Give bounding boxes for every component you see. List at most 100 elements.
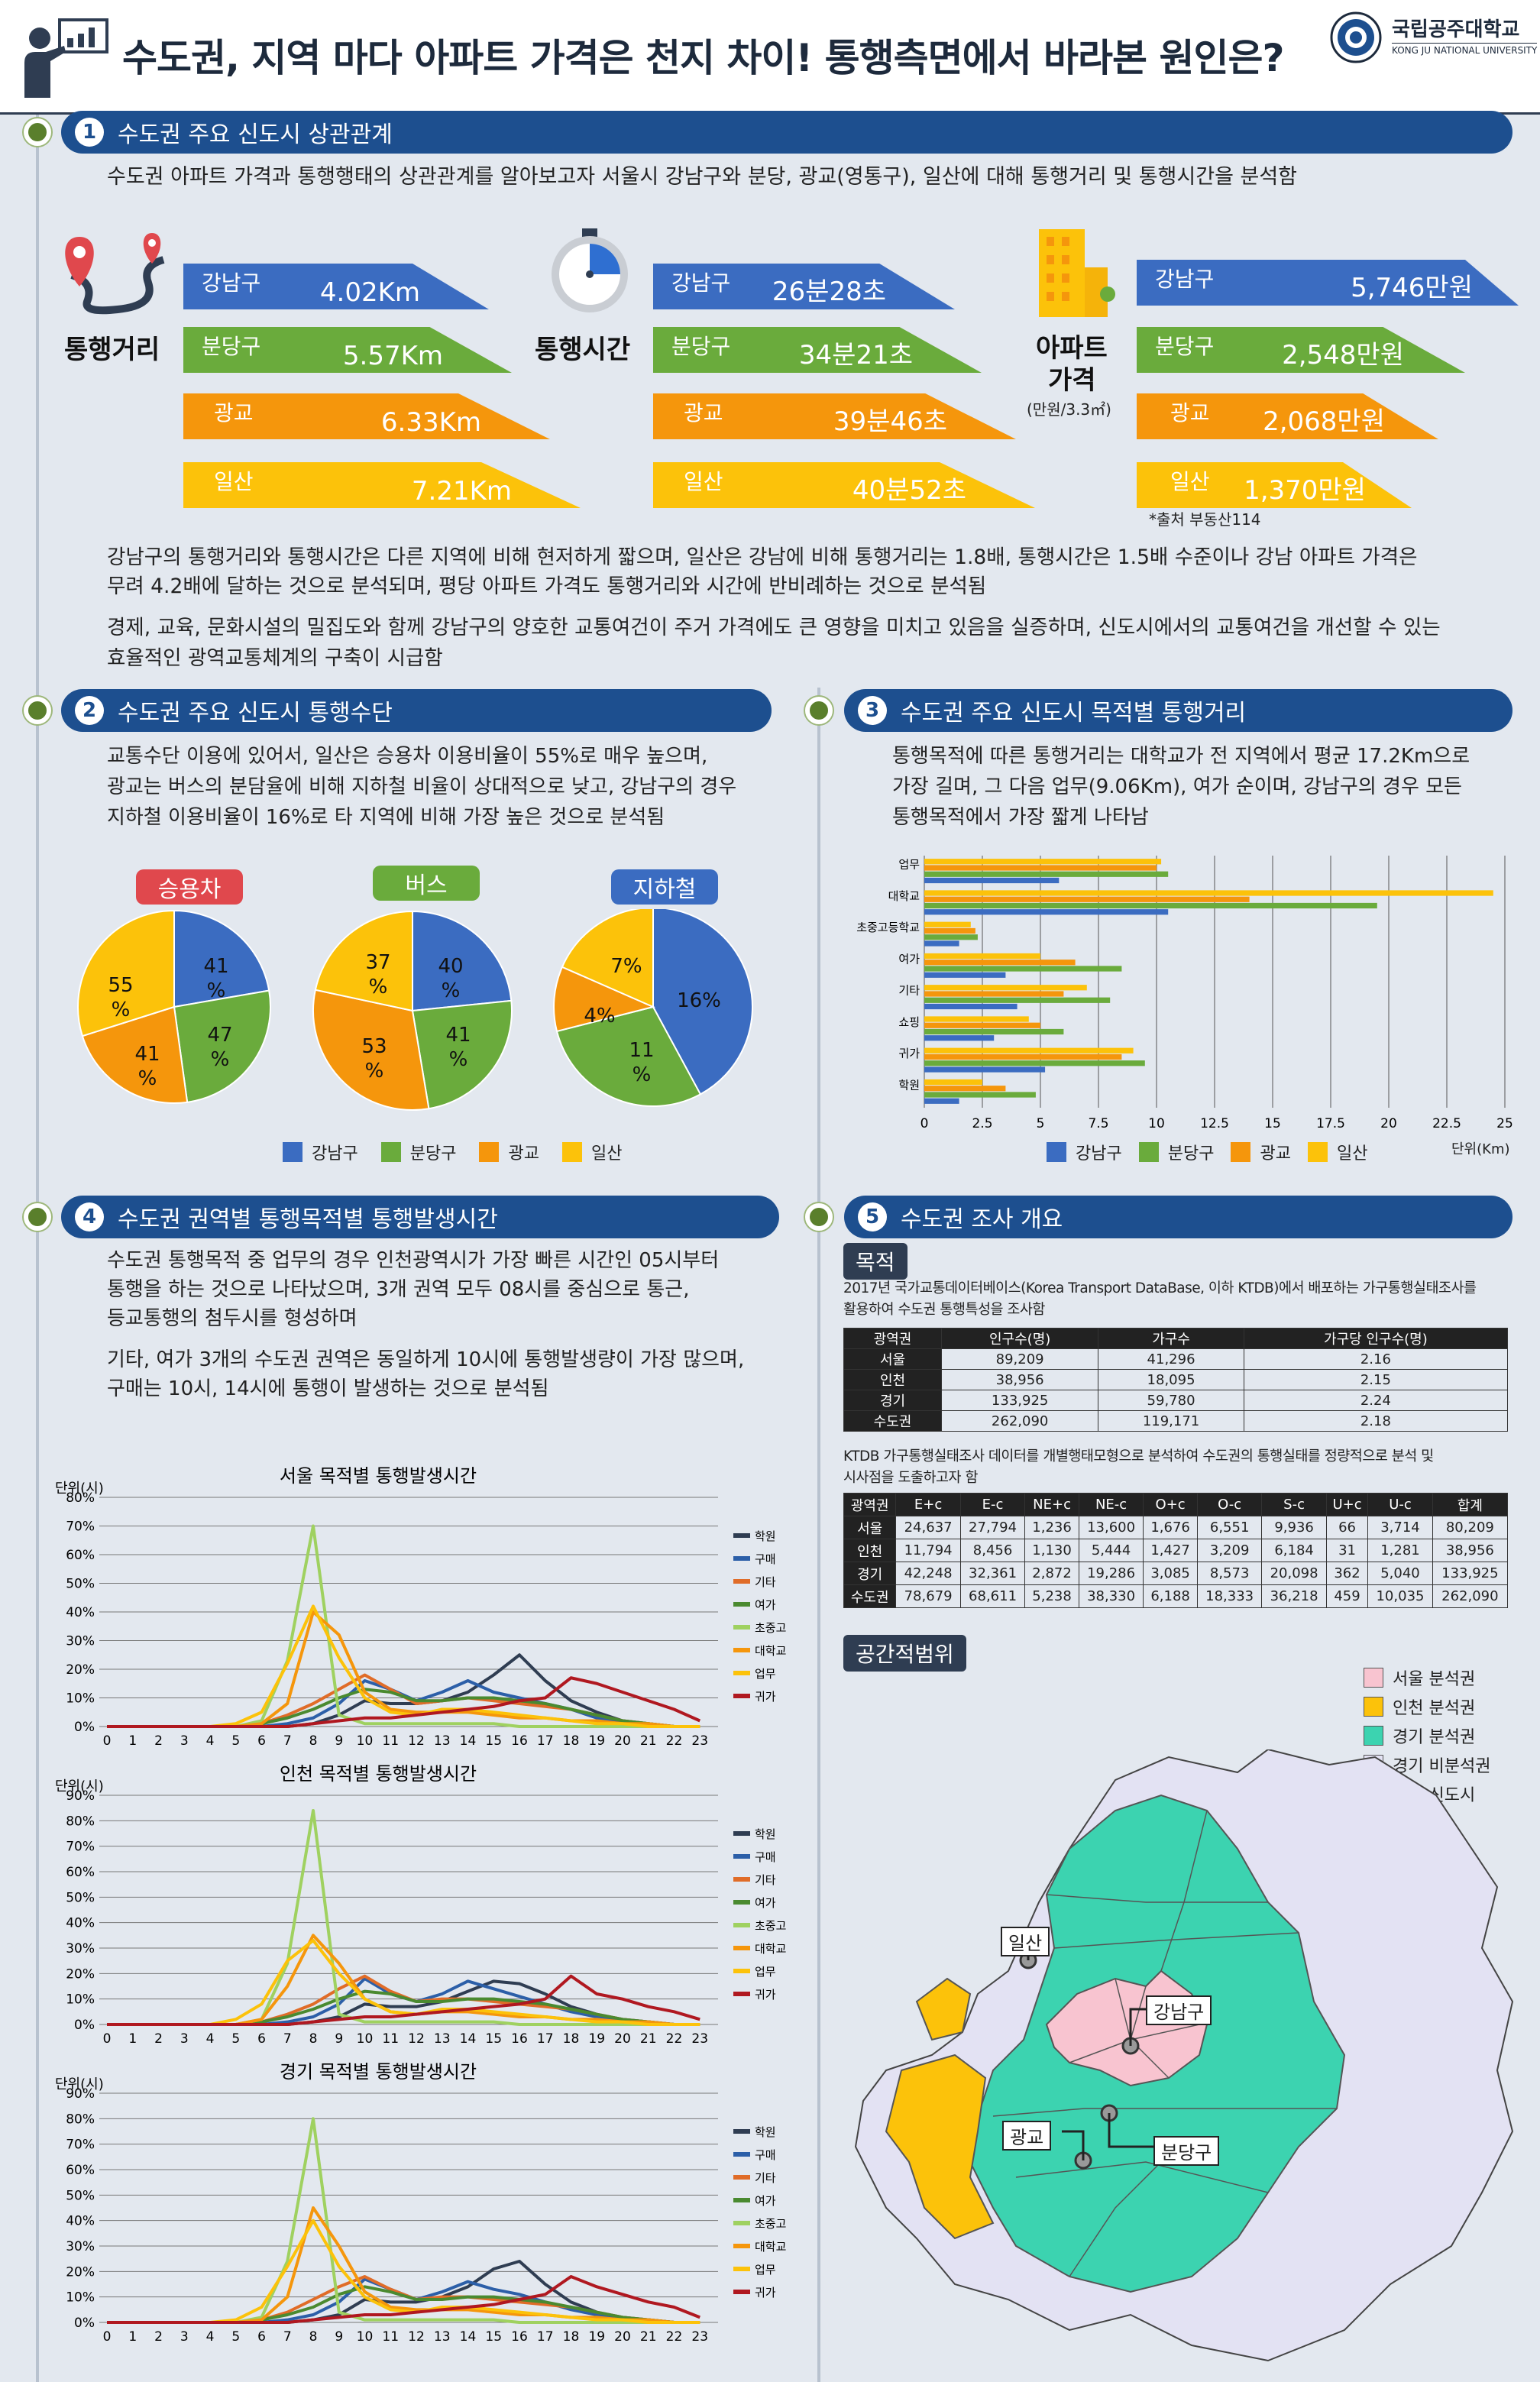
x-tick-label: 25 bbox=[1496, 1116, 1513, 1131]
pie-title-subway: 지하철 bbox=[611, 869, 718, 905]
pie-label: 7% bbox=[610, 955, 642, 978]
legend-item-gangnam: 강남구 bbox=[283, 1140, 358, 1164]
purpose-tag: 목적 bbox=[843, 1243, 907, 1280]
s4-paragraph-4: 기타, 여가 3개의 수도권 권역은 동일하게 10시에 통행발생량이 가장 많… bbox=[107, 1348, 745, 1371]
y-tick-label: 대학교 bbox=[888, 889, 920, 903]
y-tick-label: 학원 bbox=[898, 1078, 920, 1092]
series-line-대학교 bbox=[107, 2206, 700, 2324]
section-dot bbox=[24, 118, 51, 146]
table-cell: 1,281 bbox=[1367, 1539, 1433, 1562]
x-tick-label: 7 bbox=[283, 1733, 292, 1749]
section-title: 수도권 주요 신도시 통행수단 bbox=[118, 700, 393, 727]
section-title: 수도권 주요 신도시 목적별 통행거리 bbox=[901, 700, 1247, 727]
y-tick-label: 90% bbox=[66, 1788, 95, 1804]
table-cell: 인천 bbox=[843, 1369, 942, 1390]
x-tick-label: 15 bbox=[485, 2329, 502, 2345]
pie-slice-강남구 bbox=[652, 909, 753, 1096]
legend-label: 학원 bbox=[755, 1529, 776, 1543]
x-tick-label: 12.5 bbox=[1200, 1116, 1229, 1131]
bar-분당구-대학교 bbox=[924, 902, 1377, 909]
x-tick-label: 1 bbox=[128, 2329, 137, 2345]
x-tick-label: 1 bbox=[128, 2031, 137, 2047]
legend-label: 귀가 bbox=[755, 1690, 776, 1704]
table-cell: 8,573 bbox=[1196, 1562, 1263, 1585]
y-tick-label: 여가 bbox=[898, 952, 920, 966]
table-cell: 3,209 bbox=[1196, 1539, 1263, 1562]
time-tag-gwanggyo: 광교 39분46초 bbox=[653, 393, 1016, 439]
section-dot bbox=[24, 697, 51, 724]
x-tick-label: 23 bbox=[691, 1733, 708, 1749]
x-tick-label: 21 bbox=[640, 2329, 657, 2345]
s1-paragraph-1b: 무려 4.2배에 달하는 것으로 분석되며, 평당 아파트 가격도 통행거리와 … bbox=[107, 574, 987, 598]
y-axis-label: 단위(시) bbox=[55, 1481, 104, 1497]
x-tick-label: 18 bbox=[563, 2031, 580, 2047]
table-cell: 2,872 bbox=[1024, 1562, 1079, 1585]
legend-label: 여가 bbox=[755, 1598, 776, 1612]
x-tick-label: 13 bbox=[434, 2329, 451, 2345]
s1-paragraph-2b: 효율적인 광역교통체계의 구축이 시급함 bbox=[107, 646, 443, 670]
x-tick-label: 3 bbox=[180, 2329, 189, 2345]
table-cell: 38,956 bbox=[940, 1369, 1099, 1390]
bar-강남구-학원 bbox=[924, 1098, 959, 1104]
bar-분당구-여가 bbox=[924, 966, 1122, 972]
x-tick-label: 13 bbox=[434, 1733, 451, 1749]
table-cell: 38,956 bbox=[1432, 1539, 1509, 1562]
distance-tag-gwanggyo: 광교 6.33Km bbox=[183, 393, 550, 439]
table-row: 인천 38,956 18,095 2.15 bbox=[843, 1369, 1509, 1390]
bar-강남구-업무 bbox=[924, 877, 1060, 884]
x-tick-label: 20 bbox=[1380, 1116, 1397, 1131]
bar-분당구-쇼핑 bbox=[924, 1028, 1064, 1035]
pie-label: 55% bbox=[108, 974, 133, 1021]
x-tick-label: 21 bbox=[640, 2031, 657, 2047]
x-tick-label: 15 bbox=[1264, 1116, 1281, 1131]
x-tick-label: 2.5 bbox=[972, 1116, 992, 1131]
legend-label: 대학교 bbox=[755, 1942, 786, 1956]
apartment-icon bbox=[1031, 222, 1115, 321]
series-line-귀가 bbox=[107, 1974, 700, 2026]
x-tick-label: 11 bbox=[382, 2031, 399, 2047]
table-cell: 38,330 bbox=[1078, 1584, 1144, 1608]
y-tick-label: 기타 bbox=[898, 984, 920, 998]
x-tick-label: 14 bbox=[460, 2031, 477, 2047]
y-tick-label: 90% bbox=[66, 2086, 95, 2102]
pie-legend: 강남구 분당구 광교 일산 bbox=[283, 1140, 622, 1164]
bar-분당구-기타 bbox=[924, 997, 1111, 1003]
price-tag-ilsan: 일산 1,370만원 bbox=[1137, 462, 1412, 508]
y-tick-label: 20% bbox=[66, 2264, 95, 2280]
bar-광교-대학교 bbox=[924, 896, 1250, 902]
s5-desc-2a: KTDB 가구통행실태조사 데이터를 개별행태모형으로 분석하여 수도권의 통행… bbox=[843, 1448, 1434, 1464]
x-tick-label: 1 bbox=[128, 1733, 137, 1749]
pie-slice-분당구 bbox=[555, 1005, 702, 1107]
table-cell: 1,427 bbox=[1143, 1539, 1198, 1562]
legend-item-gwanggyo: 광교 bbox=[479, 1140, 539, 1164]
s5-desc-1a: 2017년 국가교통데이터베이스(Korea Transport DataBas… bbox=[843, 1280, 1477, 1296]
x-tick-label: 11 bbox=[382, 2329, 399, 2345]
table-cell: 20,098 bbox=[1261, 1562, 1327, 1585]
table-row: 인천 11,794 8,456 1,130 5,444 1,427 3,209 6,184 31… bbox=[843, 1539, 1509, 1562]
bar-분당구-업무 bbox=[924, 871, 1169, 877]
chart-title: 경기 목적별 통행발생시간 bbox=[280, 2061, 477, 2083]
x-tick-label: 19 bbox=[588, 2031, 605, 2047]
x-tick-label: 3 bbox=[180, 1733, 189, 1749]
x-tick-label: 7 bbox=[283, 2329, 292, 2345]
legend-label: 기타 bbox=[755, 1873, 776, 1887]
x-tick-label: 11 bbox=[382, 1733, 399, 1749]
y-tick-label: 0% bbox=[74, 2316, 95, 2331]
bar-광교-기타 bbox=[924, 991, 1064, 997]
trip-table: 광역권 E+c E-c NE+c NE-c O+c O-c S-c U+c U-c 합계 서울 24,6… bbox=[843, 1493, 1509, 1608]
bar-일산-기타 bbox=[924, 985, 1087, 991]
x-tick-label: 5 bbox=[1037, 1116, 1045, 1131]
table-cell: 18,095 bbox=[1098, 1369, 1244, 1390]
pie-title-bus: 버스 bbox=[373, 866, 480, 901]
x-tick-label: 20 bbox=[614, 1733, 631, 1749]
pie-slice-강남구 bbox=[412, 910, 513, 1012]
x-tick-label: 15 bbox=[485, 1733, 502, 1749]
section-dot bbox=[805, 1203, 833, 1231]
bar-강남구-여가 bbox=[924, 972, 1006, 978]
table-cell: 59,780 bbox=[1098, 1390, 1244, 1411]
bar-광교-학원 bbox=[924, 1086, 1006, 1092]
x-tick-label: 7 bbox=[283, 2031, 292, 2047]
table-cell: 8,456 bbox=[959, 1539, 1026, 1562]
y-tick-label: 0% bbox=[74, 2018, 95, 2033]
s2-paragraph-2: 광교는 버스의 분담율에 비해 지하철 비율이 상대적으로 낮고, 강남구의 경… bbox=[107, 775, 737, 798]
